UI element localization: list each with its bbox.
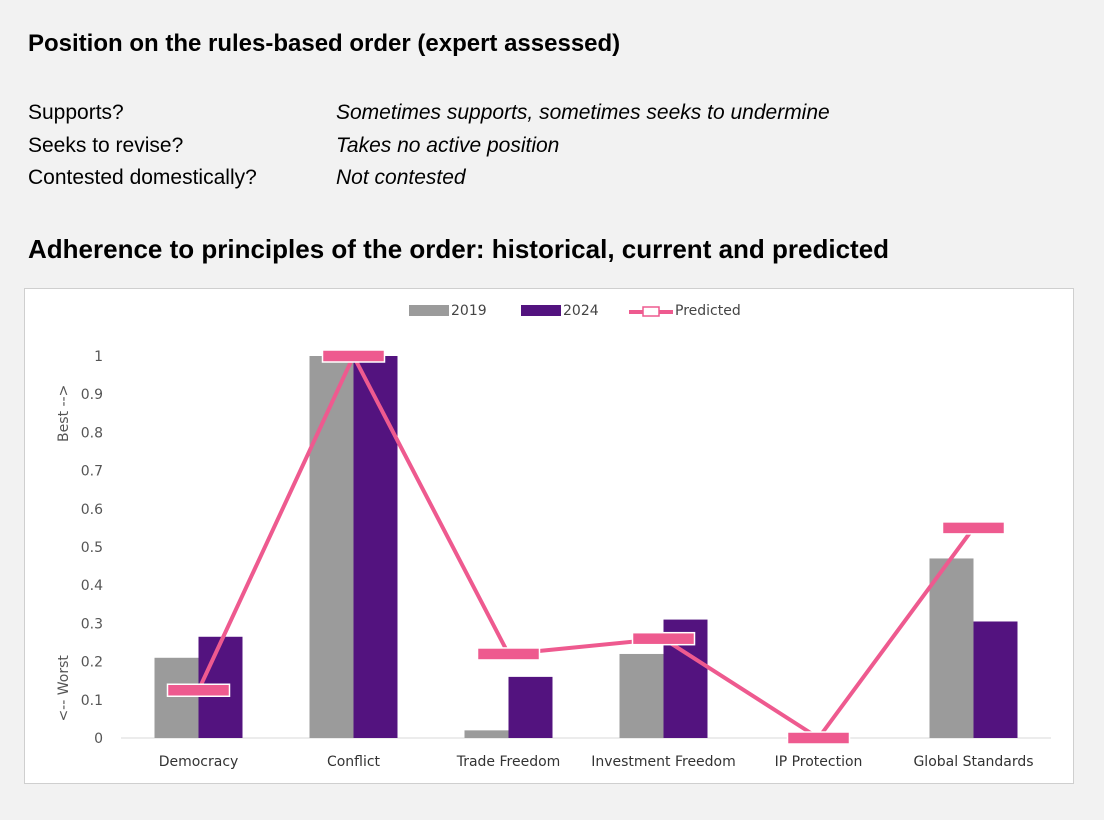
- legend-item-Predicted: Predicted: [629, 303, 741, 319]
- x-tick-label: Trade Freedom: [456, 754, 561, 770]
- legend-label: 2024: [563, 303, 599, 319]
- predicted-marker: [476, 647, 541, 661]
- predicted-marker: [321, 349, 386, 363]
- predicted-series: [166, 349, 1006, 745]
- position-answer: Takes no active position: [336, 134, 560, 157]
- y-tick-label: 1: [94, 349, 103, 365]
- position-title: Position on the rules-based order (exper…: [28, 30, 621, 57]
- predicted-line: [196, 354, 976, 740]
- y-tick-label: 0.5: [81, 540, 103, 556]
- y-tick-label: 0.2: [81, 655, 103, 671]
- adherence-title: Adherence to principles of the order: hi…: [28, 234, 890, 264]
- y-axis-label-best: Best -->: [56, 385, 72, 442]
- predicted-marker: [631, 631, 696, 646]
- bar-2019: [309, 356, 354, 738]
- bar-2019: [619, 653, 664, 738]
- y-tick-label: 0.1: [81, 693, 103, 709]
- y-tick-label: 0: [94, 731, 103, 747]
- predicted-marker: [941, 521, 1006, 535]
- x-tick-label: Global Standards: [913, 754, 1033, 770]
- predicted-marker: [166, 683, 231, 697]
- position-question: Seeks to revise?: [28, 134, 184, 157]
- position-question: Supports?: [28, 101, 124, 124]
- y-axis-label-worst: <-- Worst: [56, 655, 72, 722]
- x-tick-label: Conflict: [327, 754, 381, 770]
- chart-container: 2019 2024 Predicted Best --> <-- Worst 0 0.1…: [24, 288, 1074, 784]
- y-tick-label: 0.3: [81, 616, 103, 632]
- legend-swatch: [409, 305, 449, 316]
- chart-legend: 2019 2024 Predicted: [409, 303, 741, 319]
- bar-series: [154, 356, 1018, 738]
- bar-2024: [973, 621, 1018, 738]
- bar-2019: [929, 558, 974, 738]
- legend-swatch-marker: [642, 306, 660, 317]
- bar-2024: [508, 676, 553, 738]
- x-tick-label: Investment Freedom: [591, 754, 736, 770]
- x-tick-label: Democracy: [159, 754, 239, 770]
- legend-item-2024: 2024: [521, 303, 599, 319]
- position-answer: Not contested: [336, 166, 466, 189]
- legend-item-2019: 2019: [409, 303, 487, 319]
- predicted-marker: [786, 731, 851, 745]
- legend-swatch: [521, 305, 561, 316]
- bar-2019: [464, 730, 509, 738]
- adherence-chart: 2019 2024 Predicted Best --> <-- Worst 0 0.1…: [56, 303, 1051, 770]
- bar-2024: [353, 356, 398, 738]
- x-axis-ticks: Democracy Conflict Trade Freedom Investment…: [159, 754, 1034, 770]
- y-tick-label: 0.8: [81, 425, 103, 441]
- legend-label: Predicted: [675, 303, 741, 319]
- x-tick-label: IP Protection: [775, 754, 863, 770]
- y-tick-label: 0.4: [81, 578, 103, 594]
- y-tick-label: 0.9: [81, 387, 103, 403]
- bar-2019: [154, 657, 199, 738]
- position-answer: Sometimes supports, sometimes seeks to u…: [336, 101, 830, 124]
- legend-label: 2019: [451, 303, 487, 319]
- y-tick-label: 0.7: [81, 464, 103, 480]
- y-axis-labels: Best --> <-- Worst: [56, 385, 72, 722]
- y-tick-label: 0.6: [81, 502, 103, 518]
- y-axis-ticks: 0 0.1 0.2 0.3 0.4 0.5 0.6 0.7 0.8 0.9 1: [81, 349, 103, 747]
- position-question: Contested domestically?: [28, 166, 257, 189]
